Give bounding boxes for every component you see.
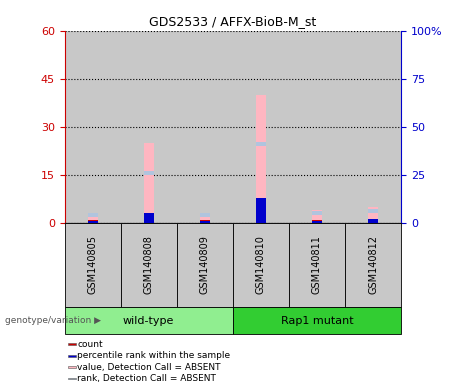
Text: GSM140805: GSM140805 xyxy=(88,235,98,295)
Bar xyxy=(312,211,322,215)
Bar xyxy=(312,210,322,223)
Text: GSM140808: GSM140808 xyxy=(144,235,154,295)
Bar xyxy=(200,213,210,223)
Bar xyxy=(233,31,289,223)
Bar xyxy=(65,223,121,307)
Bar xyxy=(144,171,154,175)
Text: GSM140812: GSM140812 xyxy=(368,235,378,295)
Text: rank, Detection Call = ABSENT: rank, Detection Call = ABSENT xyxy=(77,374,216,383)
Text: GSM140811: GSM140811 xyxy=(312,235,322,295)
Bar xyxy=(177,223,233,307)
Bar xyxy=(68,366,76,368)
Bar xyxy=(289,31,345,223)
Text: count: count xyxy=(77,340,103,349)
Bar xyxy=(368,207,378,223)
Bar xyxy=(233,223,289,307)
Text: genotype/variation ▶: genotype/variation ▶ xyxy=(5,316,100,325)
Bar xyxy=(68,355,76,356)
Text: wild-type: wild-type xyxy=(123,316,174,326)
Bar xyxy=(177,31,233,223)
Bar xyxy=(88,220,98,223)
Bar xyxy=(256,142,266,146)
Bar xyxy=(121,31,177,223)
Bar xyxy=(200,213,210,217)
Bar xyxy=(345,223,401,307)
Bar xyxy=(256,220,266,223)
Bar xyxy=(88,213,98,217)
Bar xyxy=(65,31,121,223)
Bar xyxy=(68,343,76,345)
Bar xyxy=(368,219,378,223)
Bar xyxy=(312,220,322,223)
Title: GDS2533 / AFFX-BioB-M_st: GDS2533 / AFFX-BioB-M_st xyxy=(149,15,316,28)
Text: value, Detection Call = ABSENT: value, Detection Call = ABSENT xyxy=(77,362,221,372)
Bar xyxy=(68,377,76,379)
Bar xyxy=(312,221,322,223)
Bar xyxy=(233,307,401,334)
Bar xyxy=(368,209,378,213)
Bar xyxy=(144,220,154,223)
Bar xyxy=(256,198,266,223)
Bar xyxy=(121,223,177,307)
Bar xyxy=(144,213,154,223)
Text: GSM140810: GSM140810 xyxy=(256,235,266,295)
Bar xyxy=(368,220,378,223)
Bar xyxy=(65,307,233,334)
Bar xyxy=(144,143,154,223)
Text: Rap1 mutant: Rap1 mutant xyxy=(281,316,353,326)
Bar xyxy=(256,95,266,223)
Bar xyxy=(88,221,98,223)
Bar xyxy=(200,221,210,223)
Bar xyxy=(200,220,210,223)
Bar xyxy=(345,31,401,223)
Text: percentile rank within the sample: percentile rank within the sample xyxy=(77,351,230,360)
Text: GSM140809: GSM140809 xyxy=(200,235,210,295)
Bar xyxy=(88,213,98,223)
Bar xyxy=(289,223,345,307)
